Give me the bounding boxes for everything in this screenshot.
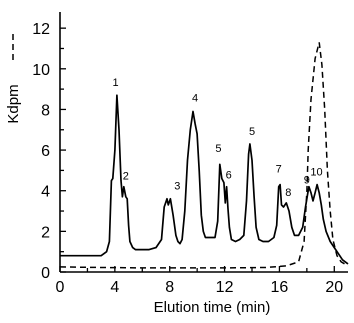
x-tick-label: 4 — [110, 279, 119, 296]
peak-label: 10 — [310, 166, 322, 178]
peak-label: 7 — [276, 163, 282, 175]
peak-label: 1 — [112, 77, 118, 89]
y-axis-title: Kdpm — [5, 84, 22, 123]
series-dashed-line — [59, 42, 349, 269]
peak-label: 5 — [249, 126, 255, 138]
peak-label: 3 — [174, 181, 180, 193]
y-tick-label: 8 — [41, 102, 50, 119]
peak-label: 6 — [226, 170, 232, 182]
peak-label: 8 — [285, 187, 291, 199]
x-axis-title: Elution time (min) — [154, 299, 271, 316]
series-layer — [59, 42, 349, 269]
peak-label: 4 — [192, 92, 198, 104]
y-tick-label: 0 — [41, 265, 50, 282]
y-tick-label: 12 — [32, 21, 50, 38]
y-tick-label: 2 — [41, 224, 50, 241]
x-tick-label: 8 — [165, 279, 174, 296]
peak-labels: 1 2 3 4 5 6 5 78 910 — [112, 77, 322, 199]
peak-label: 5 — [215, 143, 221, 155]
y-tick-label: 10 — [32, 62, 50, 79]
x-tick-label: 12 — [216, 279, 234, 296]
peak-label: 2 — [123, 171, 129, 183]
y-tick-label: 4 — [41, 184, 50, 201]
y-tick-label: 6 — [41, 143, 50, 160]
x-tick-label: 20 — [325, 279, 343, 296]
x-tick-label: 0 — [56, 279, 65, 296]
series-solid-line — [60, 94, 349, 265]
peak-label: 9 — [304, 175, 310, 187]
x-tick-label: 16 — [271, 279, 289, 296]
